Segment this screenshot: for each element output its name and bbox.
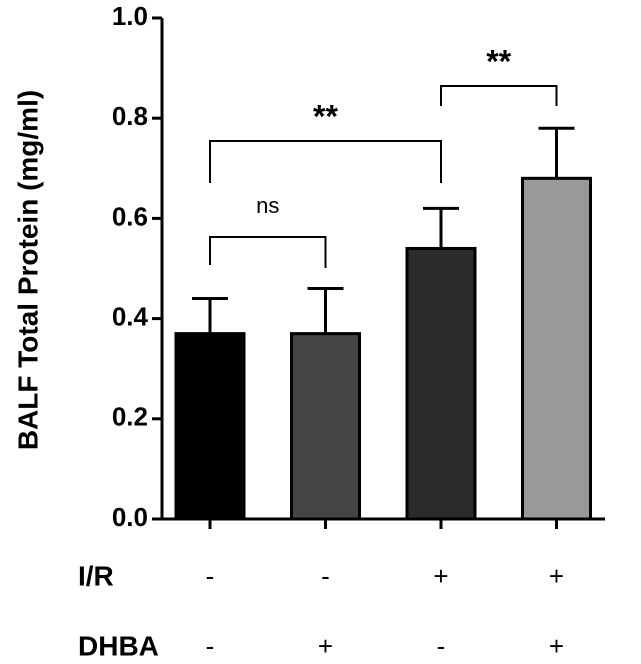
condition-sign: +	[549, 561, 564, 591]
significance-label: **	[313, 98, 338, 134]
significance-bracket	[209, 140, 442, 183]
condition-sign: -	[321, 561, 330, 591]
significance-bracket	[440, 85, 558, 106]
condition-sign: +	[433, 561, 448, 591]
condition-sign: +	[549, 631, 564, 661]
y-tick-label: 1.0	[112, 1, 148, 31]
y-tick-label: 0.2	[112, 402, 148, 432]
condition-sign: -	[206, 561, 215, 591]
y-tick-label: 0.8	[112, 101, 148, 131]
y-tick-label: 0.4	[112, 301, 149, 331]
condition-sign: -	[437, 631, 446, 661]
condition-label: DHBA	[78, 630, 159, 661]
bar	[521, 176, 592, 521]
y-tick-label: 0.0	[112, 502, 148, 532]
y-tick-label: 0.6	[112, 201, 148, 231]
bar	[290, 332, 361, 521]
significance-bracket	[209, 236, 327, 268]
bar	[174, 332, 246, 521]
condition-label: I/R	[78, 560, 114, 591]
y-axis-label: BALF Total Protein (mg/ml)	[12, 90, 43, 450]
significance-label: **	[486, 43, 511, 79]
condition-sign: +	[318, 631, 333, 661]
condition-sign: -	[206, 631, 215, 661]
significance-label: ns	[256, 193, 279, 218]
bar	[405, 246, 477, 521]
